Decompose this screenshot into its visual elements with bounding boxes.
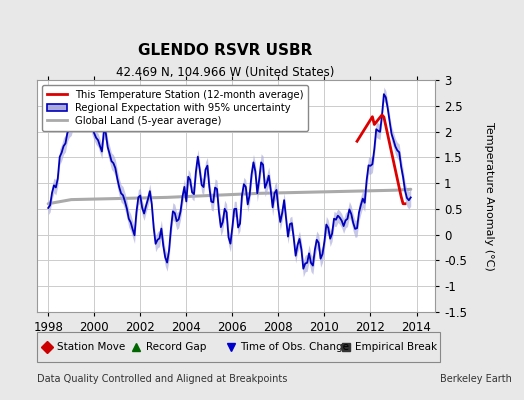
Text: ●: ● [345,346,346,348]
Text: ●: ● [230,346,231,348]
Text: ●: ● [47,346,48,348]
Text: Berkeley Earth: Berkeley Earth [440,374,512,384]
Text: Record Gap: Record Gap [146,342,206,352]
Text: Data Quality Controlled and Aligned at Breakpoints: Data Quality Controlled and Aligned at B… [37,374,287,384]
Text: Empirical Break: Empirical Break [355,342,438,352]
Text: ●: ● [136,346,137,348]
Y-axis label: Temperature Anomaly (°C): Temperature Anomaly (°C) [484,122,494,270]
Text: Time of Obs. Change: Time of Obs. Change [240,342,349,352]
Text: GLENDO RSVR USBR: GLENDO RSVR USBR [138,43,312,58]
Text: Station Move: Station Move [57,342,125,352]
Text: 42.469 N, 104.966 W (United States): 42.469 N, 104.966 W (United States) [116,66,334,79]
Legend: This Temperature Station (12-month average), Regional Expectation with 95% uncer: This Temperature Station (12-month avera… [42,85,308,131]
